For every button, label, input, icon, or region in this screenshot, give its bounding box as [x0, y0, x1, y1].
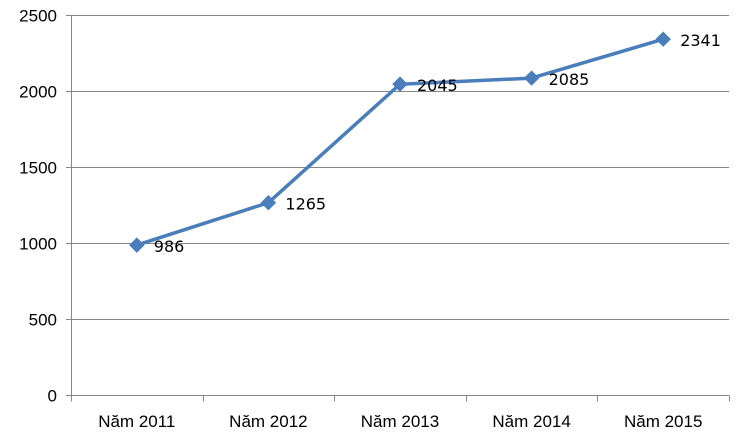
y-tick-label-500: 500	[29, 311, 57, 330]
x-axis-tick-labels: Năm 2011 Năm 2012 Năm 2013 Năm 2014 Năm 2015	[98, 412, 702, 431]
y-axis-tick-labels: 0 500 1000 1500 2000 2500	[19, 7, 57, 406]
x-tick-label-5: Năm 2015	[624, 412, 702, 431]
axes	[66, 15, 730, 402]
data-label-3: 2045	[417, 76, 458, 95]
data-point-5	[655, 31, 671, 47]
y-tick-label-1500: 1500	[19, 159, 57, 178]
data-point-3	[392, 76, 408, 92]
y-tick-label-1000: 1000	[19, 235, 57, 254]
data-label-4: 2085	[549, 70, 590, 89]
data-label-2: 1265	[285, 195, 326, 214]
series-group	[129, 31, 671, 253]
x-tick-label-4: Năm 2014	[492, 412, 570, 431]
y-tick-label-2000: 2000	[19, 83, 57, 102]
x-tick-label-3: Năm 2013	[361, 412, 439, 431]
data-point-2	[260, 195, 277, 211]
grid-lines	[71, 15, 729, 320]
y-tick-label-2500: 2500	[19, 7, 57, 26]
data-labels: 986 1265 2045 2085 2341	[154, 31, 721, 256]
x-tick-label-1: Năm 2011	[98, 412, 175, 431]
data-label-5: 2341	[680, 31, 721, 50]
data-point-4	[523, 70, 540, 86]
data-label-1: 986	[154, 237, 185, 256]
y-tick-label-0: 0	[48, 387, 57, 406]
data-point-1	[129, 237, 145, 253]
x-tick-label-2: Năm 2012	[229, 412, 307, 431]
